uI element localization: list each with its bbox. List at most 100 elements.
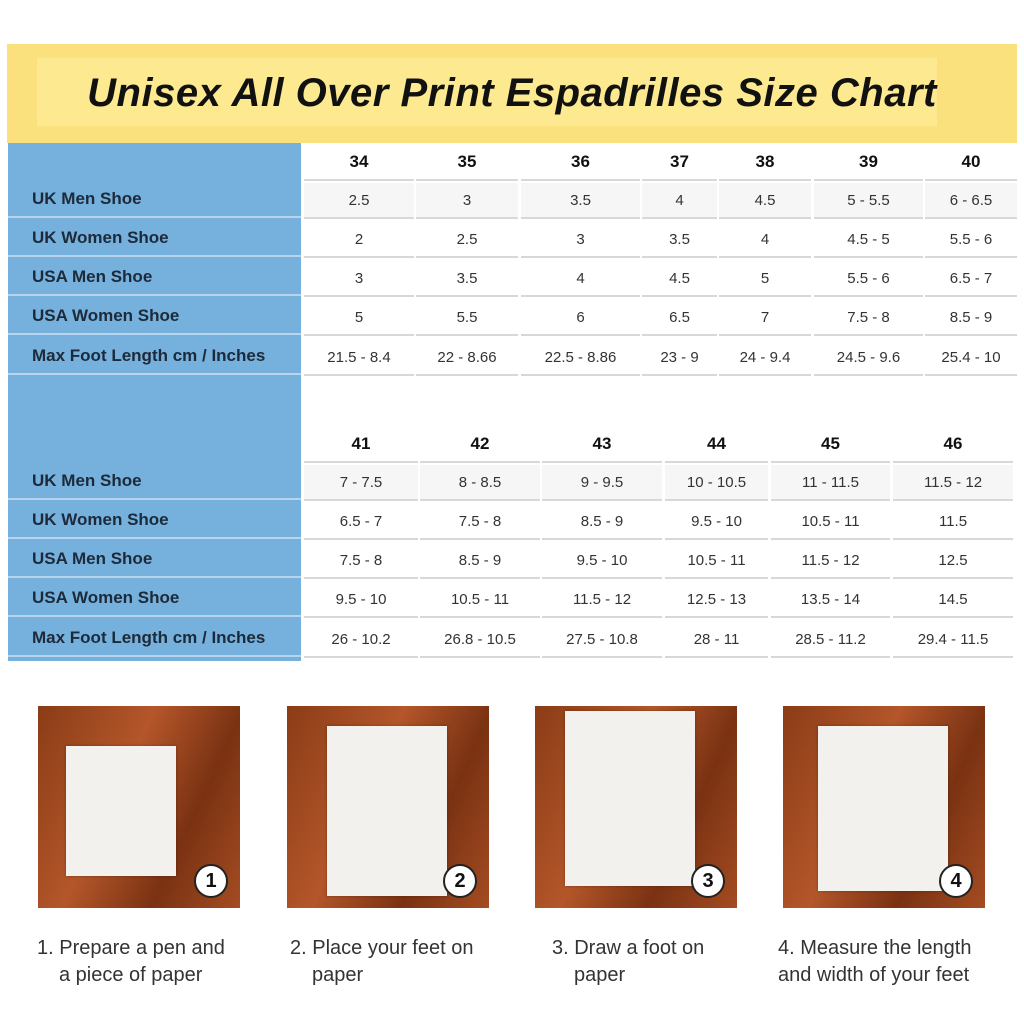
caption-line: 1. Prepare a pen and [37,937,225,959]
step-1-photo: 1 [38,706,240,908]
table-cell: 8.5 - 9 [925,300,1017,336]
table-cell: 5.5 [416,300,518,336]
table-cell: 3.5 [642,222,717,258]
size-header-cell: 46 [893,427,1013,463]
table-cell: 21.5 - 8.4 [304,340,414,376]
paper-sheet [327,726,447,896]
table-cell: 10 - 10.5 [665,465,768,501]
table-cell: 7.5 - 8 [814,300,923,336]
caption-line: and width of your feet [778,964,970,986]
table-cell: 2.5 [416,222,518,258]
table-cell: 7.5 - 8 [304,543,418,579]
caption-line: paper [574,964,626,986]
table-cell: 12.5 - 13 [665,582,768,618]
step-1-caption: 1. Prepare a pen and a piece of paper [37,935,267,989]
table-cell: 3 [304,261,414,297]
size-header-cell: 40 [925,145,1017,181]
step-4-caption: 4. Measure the length and width of your … [778,935,1008,989]
step-3-caption: 3. Draw a foot on paper [552,935,782,989]
table-cell: 5 - 5.5 [814,183,923,219]
title-highlight [37,58,937,126]
table-cell: 9.5 - 10 [542,543,662,579]
paper-sheet [565,711,695,886]
table-cell: 7 [719,300,811,336]
table-cell: 3.5 [416,261,518,297]
table-cell: 6.5 - 7 [925,261,1017,297]
table-cell: 6.5 [642,300,717,336]
table-cell: 9.5 - 10 [304,582,418,618]
table-cell: 24 - 9.4 [719,340,811,376]
caption-line: 2. Place your feet on [290,937,474,959]
size-header-cell: 42 [420,427,540,463]
size-header-cell: 35 [416,145,518,181]
page-title: Unisex All Over Print Espadrilles Size C… [87,71,937,115]
table-cell: 5.5 - 6 [814,261,923,297]
size-header-cell: 38 [719,145,811,181]
table-cell: 26.8 - 10.5 [420,622,540,658]
table-cell: 22.5 - 8.86 [521,340,640,376]
paper-sheet [818,726,948,891]
table-cell: 10.5 - 11 [420,582,540,618]
table-cell: 2 [304,222,414,258]
table-cell: 9 - 9.5 [542,465,662,501]
size-header-cell: 39 [814,145,923,181]
table-cell: 26 - 10.2 [304,622,418,658]
table-cell: 5 [304,300,414,336]
step-3-photo: 3 [535,706,737,908]
table-cell: 11.5 - 12 [893,465,1013,501]
row-label: USA Women Shoe [8,298,301,335]
table-cell: 11.5 - 12 [771,543,890,579]
table-cell: 28.5 - 11.2 [771,622,890,658]
caption-line: 4. Measure the length [778,937,972,959]
size-header-cell: 37 [642,145,717,181]
table-cell: 6.5 - 7 [304,504,418,540]
table-cell: 14.5 [893,582,1013,618]
row-label: USA Men Shoe [8,259,301,296]
table-cell: 8 - 8.5 [420,465,540,501]
table-cell: 11.5 - 12 [542,582,662,618]
row-label: UK Women Shoe [8,220,301,257]
table-cell: 29.4 - 11.5 [893,622,1013,658]
caption-line: paper [312,964,364,986]
caption-line: 3. Draw a foot on [552,937,705,959]
paper-sheet [66,746,176,876]
table-cell: 22 - 8.66 [416,340,518,376]
table-cell: 4 [642,183,717,219]
title-banner: Unisex All Over Print Espadrilles Size C… [7,44,1017,143]
table-cell: 4.5 [642,261,717,297]
table-cell: 10.5 - 11 [665,543,768,579]
table-cell: 6 [521,300,640,336]
table-cell: 11 - 11.5 [771,465,890,501]
step-2-caption: 2. Place your feet on paper [290,935,520,989]
step-number-badge: 2 [443,864,477,898]
table-cell: 8.5 - 9 [420,543,540,579]
table-cell: 27.5 - 10.8 [542,622,662,658]
table-cell: 24.5 - 9.6 [814,340,923,376]
table-cell: 5.5 - 6 [925,222,1017,258]
step-number-badge: 1 [194,864,228,898]
row-label: USA Women Shoe [8,580,301,617]
row-label: UK Men Shoe [8,463,301,500]
table-cell: 25.4 - 10 [925,340,1017,376]
table-cell: 11.5 [893,504,1013,540]
table-cell: 28 - 11 [665,622,768,658]
label-column-background [8,143,301,661]
step-2-photo: 2 [287,706,489,908]
size-header-cell: 36 [521,145,640,181]
table-cell: 3 [521,222,640,258]
table-cell: 5 [719,261,811,297]
table-cell: 9.5 - 10 [665,504,768,540]
size-header-cell: 44 [665,427,768,463]
size-header-cell: 34 [304,145,414,181]
size-header-cell: 43 [542,427,662,463]
table-cell: 6 - 6.5 [925,183,1017,219]
size-header-cell: 45 [771,427,890,463]
table-cell: 10.5 - 11 [771,504,890,540]
table-cell: 7.5 - 8 [420,504,540,540]
row-label: UK Women Shoe [8,502,301,539]
table-cell: 4.5 [719,183,811,219]
table-cell: 7 - 7.5 [304,465,418,501]
table-cell: 12.5 [893,543,1013,579]
size-header-cell: 41 [304,427,418,463]
step-number-badge: 4 [939,864,973,898]
